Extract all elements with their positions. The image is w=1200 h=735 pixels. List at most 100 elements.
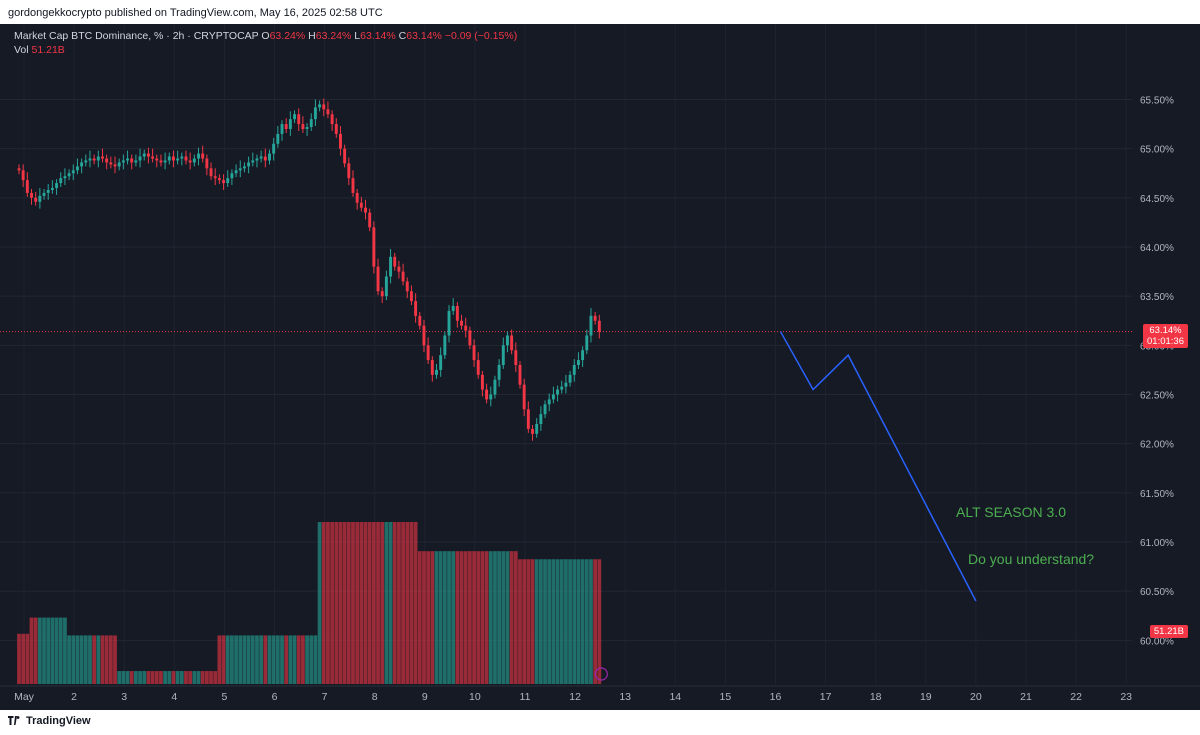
- candle-body: [109, 162, 113, 165]
- tradingview-logo[interactable]: TradingView: [8, 715, 91, 727]
- candle-body: [167, 156, 171, 161]
- candle-body: [476, 360, 480, 375]
- y-tick-label: 60.00%: [1140, 636, 1174, 647]
- volume-bar: [388, 522, 393, 684]
- candle-body: [522, 384, 526, 410]
- candle-body: [359, 202, 363, 208]
- candle-body: [80, 162, 84, 167]
- candle-body: [497, 365, 501, 380]
- candlestick-chart[interactable]: 65.50%65.00%64.50%64.00%63.50%63.00%62.5…: [0, 24, 1200, 710]
- volume-bar: [263, 635, 268, 684]
- x-tick-label: May: [14, 691, 35, 703]
- candle-body: [242, 166, 246, 169]
- candle-body: [263, 156, 267, 161]
- volume-bar: [100, 635, 105, 684]
- volume-bar: [551, 559, 556, 684]
- candle-body: [568, 374, 572, 383]
- volume-bar: [413, 522, 418, 684]
- x-tick-label: 3: [121, 691, 127, 703]
- candle-body: [364, 207, 367, 213]
- volume-bar: [238, 635, 243, 684]
- candle-body: [384, 276, 388, 297]
- volume-bar: [230, 635, 234, 684]
- volume-bar: [50, 617, 55, 684]
- candle-body: [531, 428, 534, 434]
- candle-body: [63, 176, 67, 179]
- volume-bar: [426, 551, 431, 684]
- candle-body: [480, 374, 484, 390]
- volume-bar: [134, 671, 138, 684]
- alt-season-annotation[interactable]: ALT SEASON 3.0: [956, 504, 1066, 520]
- volume-bar: [58, 617, 63, 684]
- price-axis: 65.50%65.00%64.50%64.00%63.50%63.00%62.5…: [1140, 96, 1174, 648]
- volume-bar: [225, 635, 230, 684]
- candle-body: [543, 404, 547, 415]
- volume-bar: [559, 559, 564, 684]
- volume-bar: [29, 617, 34, 684]
- volume-bar: [417, 551, 422, 684]
- volume-bar: [543, 559, 547, 684]
- low-value: 63.14%: [360, 30, 396, 42]
- volume-bar: [108, 635, 113, 684]
- candle-body: [368, 212, 372, 228]
- volume-bar: [88, 635, 92, 684]
- candle-body: [134, 160, 138, 163]
- understand-annotation[interactable]: Do you understand?: [968, 551, 1095, 567]
- volume-bar: [518, 559, 522, 684]
- volume-bar: [455, 551, 460, 684]
- candle-body: [34, 197, 38, 202]
- candle-body: [17, 168, 21, 171]
- x-tick-label: 7: [322, 691, 328, 703]
- candle-body: [451, 306, 455, 311]
- candle-body: [372, 227, 376, 267]
- candle-body: [105, 158, 109, 163]
- candle-body: [597, 320, 601, 332]
- volume-bar: [488, 551, 493, 684]
- volume-bar: [367, 522, 372, 684]
- volume-bar: [459, 551, 464, 684]
- candle-body: [426, 345, 430, 361]
- candle-body: [55, 183, 59, 188]
- symbol-title[interactable]: Market Cap BTC Dominance, % · 2h · CRYPT…: [14, 30, 259, 42]
- x-tick-label: 12: [569, 691, 581, 703]
- volume-bar: [547, 559, 552, 684]
- volume-bar: [305, 635, 309, 684]
- volume-bar: [42, 617, 46, 684]
- volume-bar: [326, 522, 330, 684]
- volume-bar: [163, 671, 167, 684]
- volume-bar: [146, 671, 151, 684]
- candle-body: [117, 162, 121, 167]
- candle-body: [547, 399, 551, 405]
- candle-body: [288, 119, 292, 129]
- volume-bar: [92, 635, 97, 684]
- candle-body: [121, 160, 125, 163]
- volume-bar: [96, 635, 101, 684]
- volume-bar: [338, 522, 343, 684]
- candle-body: [430, 360, 434, 375]
- volume-bar: [284, 635, 289, 684]
- x-tick-label: 6: [272, 691, 278, 703]
- volume-bar: [313, 635, 318, 684]
- candle-body: [151, 156, 155, 159]
- volume-bars: [17, 522, 602, 684]
- volume-bar: [129, 671, 134, 684]
- close-value: 63.14%: [406, 30, 442, 42]
- candle-body: [322, 104, 326, 110]
- x-tick-label: 4: [171, 691, 177, 703]
- volume-bar: [572, 559, 577, 684]
- candle-body: [71, 170, 75, 174]
- candle-body: [155, 158, 159, 161]
- candle-body: [535, 424, 539, 434]
- vol-value: 51.21B: [31, 44, 65, 56]
- volume-bar: [301, 635, 305, 684]
- tradingview-logo-icon: [8, 716, 20, 725]
- candle-body: [556, 389, 560, 395]
- volume-bar: [79, 635, 84, 684]
- candle-body: [376, 266, 380, 292]
- volume-bar: [275, 635, 280, 684]
- volume-bar: [217, 635, 222, 684]
- volume-bar: [67, 635, 71, 684]
- y-tick-label: 62.50%: [1140, 391, 1174, 402]
- volume-bar: [138, 671, 142, 684]
- chart-panel[interactable]: 65.50%65.00%64.50%64.00%63.50%63.00%62.5…: [0, 24, 1200, 710]
